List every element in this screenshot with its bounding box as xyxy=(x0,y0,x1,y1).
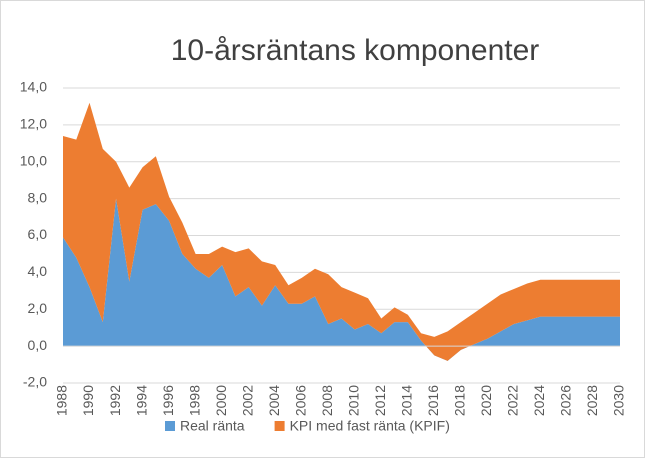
x-tick-label: 1994 xyxy=(133,385,149,416)
x-tick-label: 1998 xyxy=(186,385,202,416)
area xyxy=(63,102,620,361)
legend-label: Real ränta xyxy=(180,418,245,434)
x-tick-label: 2010 xyxy=(345,385,361,416)
area xyxy=(63,198,620,361)
x-tick-label: 2004 xyxy=(266,385,282,416)
chart-title: 10-årsräntans komponenter xyxy=(171,34,540,67)
x-tick-label: 2028 xyxy=(584,385,600,416)
legend-swatch xyxy=(274,421,285,431)
x-tick-label: 1988 xyxy=(54,385,70,416)
x-tick-label: 2024 xyxy=(531,385,547,416)
y-tick-label: 0,0 xyxy=(28,337,48,353)
legend-label: KPI med fast ränta (KPIF) xyxy=(290,418,450,434)
y-tick-label: 2,0 xyxy=(28,300,48,316)
x-tick-label: 2000 xyxy=(213,385,229,416)
y-tick-label: 8,0 xyxy=(28,189,48,205)
x-tick-label: 1990 xyxy=(80,385,96,416)
y-tick-label: 10,0 xyxy=(20,152,47,168)
x-tick-label: 1996 xyxy=(160,385,176,416)
x-tick-label: 2008 xyxy=(319,385,335,416)
y-tick-label: 14,0 xyxy=(20,79,47,95)
legend-swatch xyxy=(165,421,175,431)
y-tick-label: -2,0 xyxy=(23,374,47,390)
x-tick-label: 1992 xyxy=(107,385,123,416)
y-tick-label: 4,0 xyxy=(28,263,48,279)
x-tick-label: 2012 xyxy=(372,385,388,416)
x-tick-label: 2014 xyxy=(399,385,415,416)
x-tick-label: 2022 xyxy=(505,385,521,416)
x-tick-label: 2026 xyxy=(558,385,574,416)
x-tick-label: 2006 xyxy=(292,385,308,416)
y-tick-label: 12,0 xyxy=(20,116,47,132)
x-tick-label: 2020 xyxy=(478,385,494,416)
x-tick-label: 2030 xyxy=(611,385,627,416)
y-tick-label: 6,0 xyxy=(28,226,48,242)
x-tick-label: 2018 xyxy=(452,385,468,416)
legend: Real ränta KPI med fast ränta (KPIF) xyxy=(165,418,450,434)
x-tick-label: 2016 xyxy=(425,385,441,416)
x-tick-label: 2002 xyxy=(239,385,255,416)
